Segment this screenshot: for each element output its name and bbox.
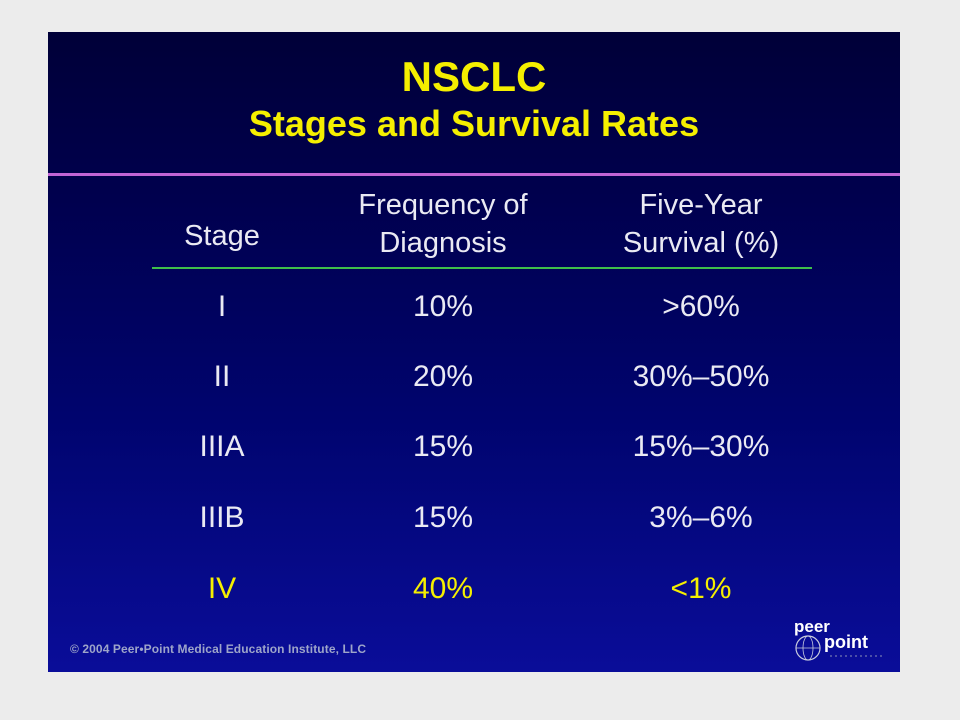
row-5-stage: IV <box>207 572 237 605</box>
logo-text-top: peer <box>794 618 830 636</box>
row-2-survival: 30%–50% <box>632 360 770 393</box>
row-1-frequency: 10% <box>412 290 474 323</box>
stages-table: Stage Frequency of Diagnosis Five-Year S… <box>48 32 900 672</box>
header-stage: Stage <box>184 220 260 252</box>
logo-text-bottom: point <box>824 632 868 652</box>
row-4-stage: IIIB <box>199 501 245 534</box>
slide: NSCLC Stages and Survival Rates Stage Fr… <box>48 32 900 672</box>
slide-subtitle: Stages and Survival Rates <box>248 103 700 144</box>
row-4-survival: 3%–6% <box>649 501 753 534</box>
row-5-frequency: 40% <box>412 572 474 605</box>
row-5-survival: <1% <box>670 572 732 605</box>
row-3-stage: IIIA <box>199 430 245 463</box>
header-survival: Five-Year Survival (%) <box>622 189 780 259</box>
row-1-survival: >60% <box>662 290 740 323</box>
row-2-frequency: 20% <box>412 360 474 393</box>
header-frequency: Frequency of Diagnosis <box>358 189 528 259</box>
title-area: NSCLC Stages and Survival Rates <box>48 52 900 146</box>
row-3-survival: 15%–30% <box>632 430 770 463</box>
header-divider <box>152 267 812 269</box>
copyright-footer: © 2004 Peer•Point Medical Education Inst… <box>70 642 367 656</box>
row-4-frequency: 15% <box>412 501 474 534</box>
slide-title: NSCLC <box>401 53 547 100</box>
row-2-stage: II <box>213 360 231 393</box>
peer-point-logo: peer point <box>794 618 882 661</box>
row-3-frequency: 15% <box>412 430 474 463</box>
title-divider <box>48 173 900 176</box>
row-1-stage: I <box>217 290 227 323</box>
